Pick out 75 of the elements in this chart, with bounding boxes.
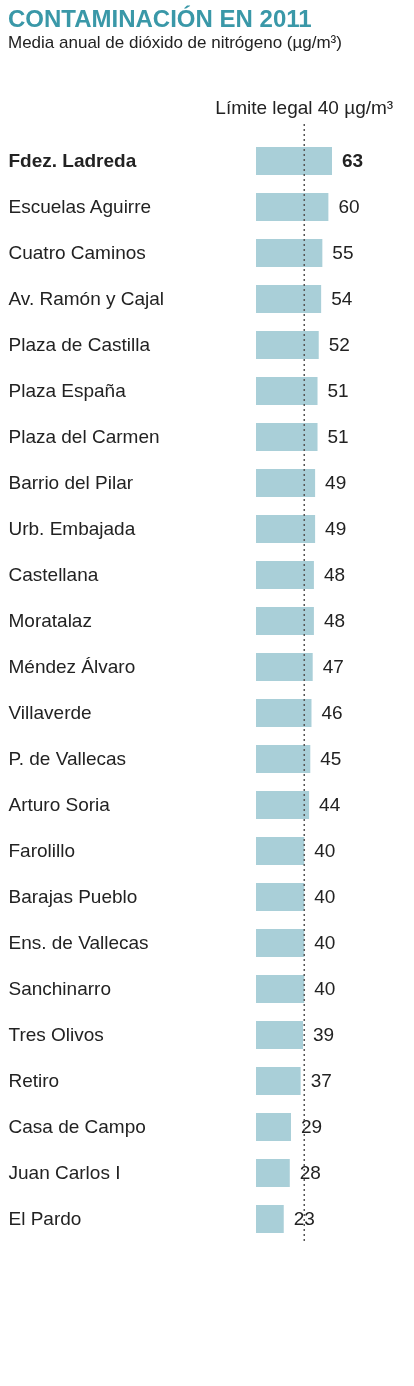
bar: [256, 837, 305, 865]
y-tick-label: Plaza del Carmen: [8, 426, 160, 447]
data-label: 23: [293, 1208, 315, 1229]
y-tick-label: Av. Ramón y Cajal: [8, 288, 165, 309]
y-tick-label: Ens. de Vallecas: [8, 932, 149, 953]
y-tick-label: Arturo Soria: [8, 794, 111, 815]
y-tick-label: Plaza España: [8, 380, 127, 401]
y-tick-label: Moratalaz: [8, 610, 92, 631]
data-label: 40: [314, 978, 336, 999]
data-label: 55: [332, 242, 354, 263]
data-label: 52: [328, 334, 350, 355]
bar: [256, 883, 305, 911]
bar: [256, 515, 316, 543]
bar: [256, 975, 305, 1003]
bar: [256, 423, 318, 451]
data-label: 40: [314, 886, 336, 907]
data-label: 47: [322, 656, 344, 677]
bar: [256, 745, 311, 773]
data-label: 44: [319, 794, 341, 815]
y-tick-label: Retiro: [8, 1070, 60, 1091]
bar: [256, 1205, 284, 1233]
y-tick-label: Villaverde: [8, 702, 92, 723]
chart-subtitle: Media anual de dióxido de nitrógeno (µg/m³): [8, 33, 342, 52]
bar: [256, 1021, 304, 1049]
bar: [256, 1067, 301, 1095]
bar: [256, 1159, 290, 1187]
y-tick-label: Urb. Embajada: [8, 518, 136, 539]
data-label: 49: [325, 518, 347, 539]
y-tick-label: Sanchinarro: [8, 978, 111, 999]
bar: [256, 285, 322, 313]
bar: [256, 469, 316, 497]
bar: [256, 653, 313, 681]
data-label: 51: [327, 380, 349, 401]
data-label: 46: [321, 702, 343, 723]
y-tick-label: Farolillo: [8, 840, 76, 861]
y-tick-label: Casa de Campo: [8, 1116, 146, 1137]
y-tick-label: Castellana: [8, 564, 99, 585]
data-label: 51: [327, 426, 349, 447]
data-label: 60: [338, 196, 360, 217]
bar: [256, 699, 312, 727]
data-label: 48: [323, 564, 346, 585]
data-label: 48: [323, 610, 346, 631]
data-label: 29: [300, 1116, 323, 1137]
y-tick-label: Juan Carlos I: [8, 1162, 121, 1183]
y-tick-label: Cuatro Caminos: [8, 242, 146, 263]
y-tick-label: P. de Vallecas: [8, 748, 127, 769]
data-label: 39: [313, 1024, 335, 1045]
data-label: 40: [314, 932, 336, 953]
y-tick-label: Barrio del Pilar: [8, 472, 134, 493]
bar: [256, 1113, 291, 1141]
data-label: 40: [314, 840, 336, 861]
bar: [256, 929, 305, 957]
y-tick-label: Fdez. Ladreda: [8, 150, 137, 171]
y-tick-label: Plaza de Castilla: [8, 334, 151, 355]
y-tick-label: Escuelas Aguirre: [8, 196, 152, 217]
data-label: 63: [342, 150, 364, 171]
y-tick-label: Tres Olivos: [8, 1024, 104, 1045]
data-label: 37: [310, 1070, 332, 1091]
bar: [256, 377, 318, 405]
y-tick-label: El Pardo: [8, 1208, 82, 1229]
bar: [256, 607, 314, 635]
chart-title: CONTAMINACIÓN EN 2011: [8, 5, 312, 32]
ref-line-label: Límite legal 40 µg/m³: [215, 97, 394, 118]
data-label: 54: [331, 288, 353, 309]
bar: [256, 239, 323, 267]
bar: [256, 147, 332, 175]
y-tick-label: Méndez Álvaro: [8, 656, 136, 677]
data-label: 45: [320, 748, 342, 769]
data-label: 49: [325, 472, 347, 493]
y-tick-label: Barajas Pueblo: [8, 886, 138, 907]
bar: [256, 561, 314, 589]
bar: [256, 331, 319, 359]
bar: [256, 791, 310, 819]
data-label: 28: [299, 1162, 321, 1183]
bar: [256, 193, 329, 221]
